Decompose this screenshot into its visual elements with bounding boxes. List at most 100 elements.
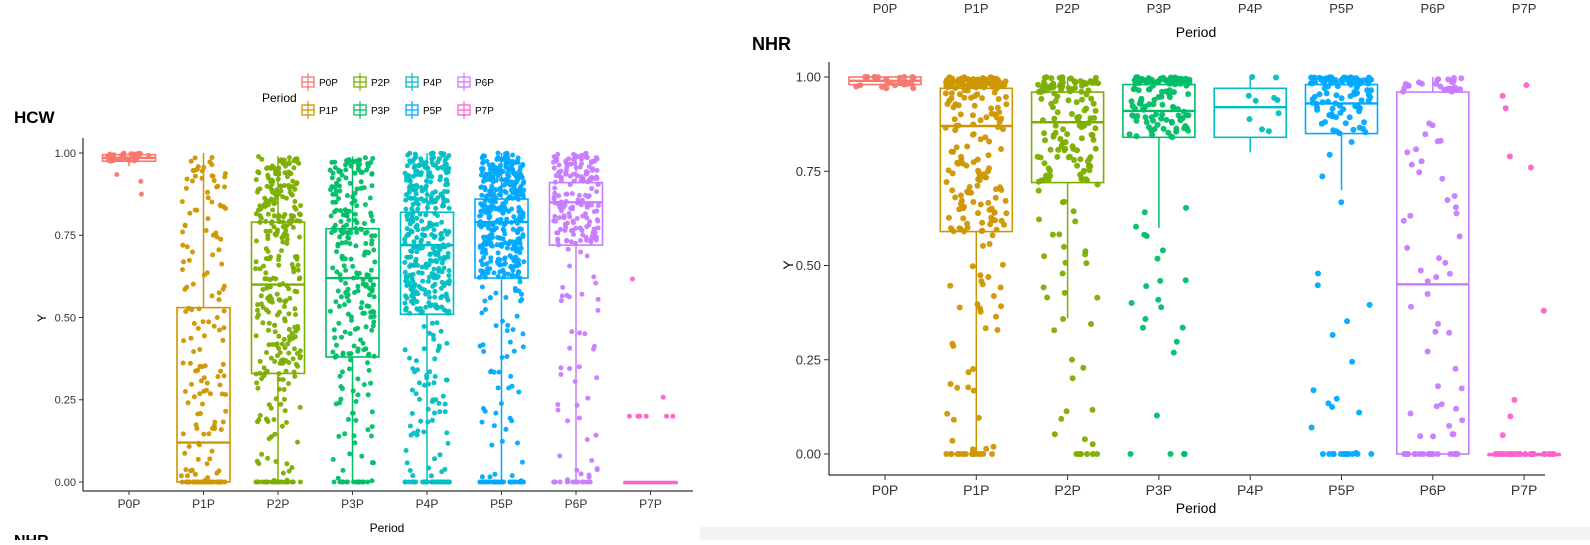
data-point [418,239,424,245]
data-point [420,226,426,232]
data-point [949,187,956,194]
data-point [351,433,357,439]
data-point [495,150,501,156]
data-point [479,474,485,480]
data-point [1507,413,1514,420]
data-point [343,167,349,173]
data-point [1458,385,1465,392]
data-point [417,396,422,402]
data-point [555,151,561,157]
data-point [998,146,1005,152]
data-point [1441,86,1448,93]
data-point [978,77,985,84]
data-point [282,316,288,322]
data-point [1453,405,1460,412]
data-point [1435,320,1441,327]
data-point [353,399,359,404]
data-point [368,277,373,283]
data-point [438,479,444,485]
box-p5p [474,150,529,485]
data-point [1068,75,1075,82]
data-point [670,413,676,419]
data-point [573,165,579,171]
data-point [444,377,450,383]
data-point [584,237,590,243]
data-point [1090,100,1097,107]
data-point [431,336,437,342]
data-point [283,368,289,374]
data-point [585,395,591,401]
data-point [289,465,295,471]
data-point [574,216,580,221]
data-point [1094,294,1101,301]
data-point [499,176,504,182]
data-point [1131,77,1138,84]
data-point [220,337,226,343]
data-point [182,222,188,228]
data-point [367,285,372,291]
data-point [579,479,585,485]
data-point [254,380,260,386]
data-point [519,190,525,196]
data-point [589,160,594,166]
data-point [558,208,564,214]
data-point [253,266,259,272]
data-point [971,79,978,85]
data-point [1357,79,1364,86]
data-point [356,157,361,163]
data-point [190,249,195,255]
data-point [278,183,284,189]
data-point [1424,348,1431,355]
data-point [369,327,375,333]
data-point [577,192,582,198]
data-point [507,339,513,345]
jitter-points-p3p [1126,74,1193,457]
data-point [209,155,215,160]
data-point [425,278,431,284]
data-point [575,173,581,179]
data-point [282,299,288,305]
data-point [334,180,339,186]
data-point [573,240,578,246]
data-point [1055,146,1062,153]
data-point [516,269,522,275]
data-point [130,151,136,157]
data-point [975,210,981,217]
data-point [1079,96,1085,103]
data-point [509,206,515,212]
data-point [1265,128,1272,135]
data-point [477,274,482,280]
x-tick-label: P7P [639,497,662,511]
data-point [351,479,356,485]
data-point [477,479,483,485]
data-point [215,374,221,380]
data-point [433,205,439,211]
data-point [491,423,497,429]
data-point [343,267,349,273]
data-point [1333,92,1340,99]
jitter-points-p4p [1245,74,1282,135]
data-point [982,134,989,141]
data-point [1444,197,1451,203]
data-point [519,297,525,302]
data-point [114,172,120,177]
data-point [1076,122,1083,129]
data-point [348,314,354,320]
data-point [267,184,273,190]
data-point [291,269,297,275]
data-point [488,204,494,210]
jitter-points-p0p [853,74,917,92]
x-tick-label: P2P [1054,482,1080,498]
data-point [332,165,338,171]
data-point [1074,162,1081,169]
data-point [276,333,282,339]
data-point [1163,77,1170,84]
data-point [432,189,438,195]
data-point [337,373,343,379]
data-point [1368,87,1375,94]
data-point [362,155,368,161]
data-point [266,402,272,408]
data-point [1314,106,1321,113]
data-point [1170,89,1177,96]
data-point [273,396,279,402]
